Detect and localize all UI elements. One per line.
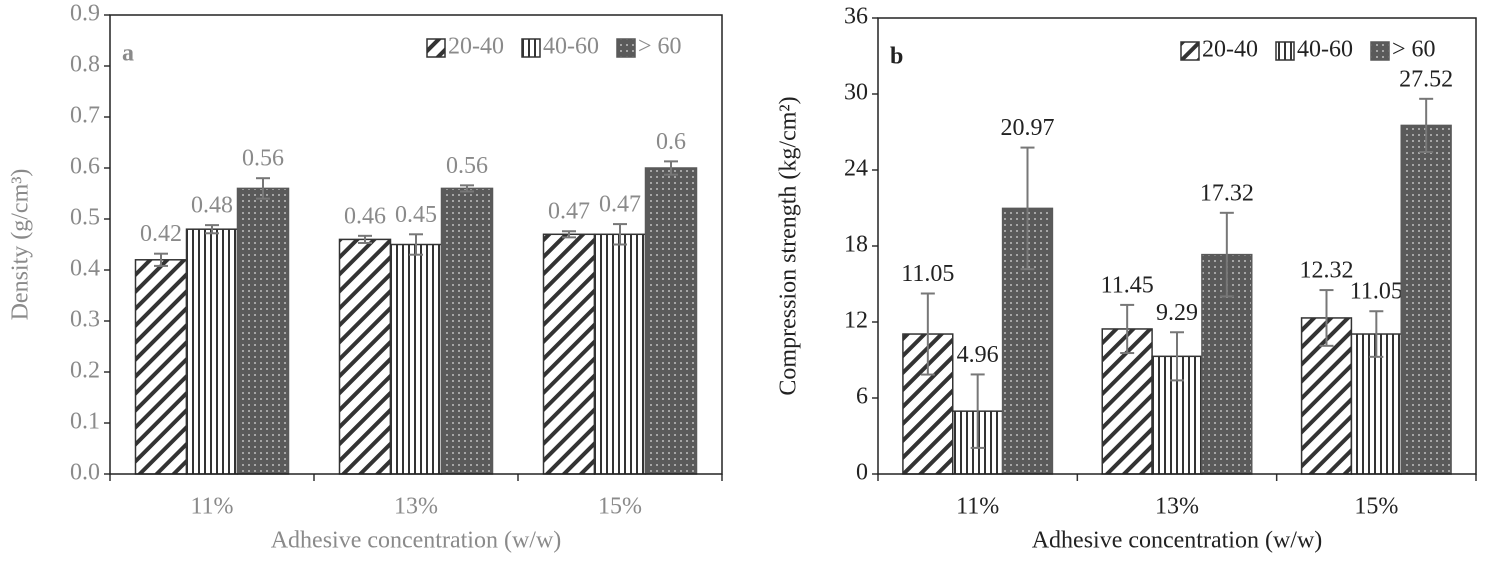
y-tick-label: 0.9 bbox=[70, 1, 100, 27]
legend-swatch bbox=[521, 38, 541, 58]
error-bar bbox=[460, 184, 474, 193]
y-axis-label: Density (g/cm³) bbox=[8, 169, 34, 321]
y-tick-label: 0.0 bbox=[70, 460, 100, 486]
bar bbox=[338, 238, 392, 475]
plot-frame bbox=[109, 14, 723, 475]
legend-label: 40-60 bbox=[1297, 37, 1353, 63]
panel: 0 6 12 18 24 30 36 11% 11.05 4.96 20.97 13% 11.459.2… bbox=[776, 4, 1477, 554]
x-tick-label: 11% bbox=[190, 494, 233, 520]
y-tick-label: 12 bbox=[844, 308, 868, 334]
y-tick-label: 0.2 bbox=[70, 358, 100, 384]
data-label: 11.45 bbox=[1101, 272, 1154, 298]
error-bar bbox=[1170, 331, 1184, 382]
error-bar bbox=[562, 230, 576, 239]
error-bar bbox=[1369, 310, 1384, 358]
bar bbox=[236, 187, 290, 475]
y-tick-label: 0.4 bbox=[70, 256, 100, 282]
legend-swatch bbox=[426, 38, 446, 58]
error-bar bbox=[664, 160, 678, 176]
y-tick-label: 0 bbox=[856, 460, 868, 486]
bar bbox=[1400, 124, 1452, 475]
error-bar bbox=[613, 223, 627, 246]
plot-frame bbox=[877, 17, 1477, 475]
panel-label: a bbox=[122, 41, 134, 67]
data-label: 0.45 bbox=[395, 202, 437, 228]
bar bbox=[389, 243, 443, 475]
error-bar bbox=[1419, 97, 1434, 154]
error-bar bbox=[1120, 303, 1135, 355]
data-label: 0.46 bbox=[344, 203, 386, 229]
error-bar bbox=[358, 234, 372, 244]
data-label: 0.56 bbox=[242, 146, 284, 172]
bar bbox=[542, 233, 596, 475]
y-tick-label: 24 bbox=[844, 156, 868, 182]
x-tick-label: 15% bbox=[1354, 494, 1398, 520]
bar bbox=[440, 187, 494, 475]
y-tick-label: 0.8 bbox=[70, 52, 100, 78]
legend-label: 40-60 bbox=[543, 34, 599, 60]
legend-label: 20-40 bbox=[1202, 37, 1258, 63]
error-bar bbox=[256, 177, 270, 200]
data-label: 9.29 bbox=[1156, 300, 1198, 326]
legend-swatch bbox=[616, 38, 636, 58]
x-axis-label: Adhesive concentration (w/w) bbox=[271, 528, 562, 554]
y-tick-label: 0.5 bbox=[70, 205, 100, 231]
error-bar bbox=[154, 252, 168, 267]
error-bar bbox=[1020, 146, 1035, 271]
y-tick-label: 18 bbox=[844, 232, 868, 258]
y-tick-label: 0.6 bbox=[70, 154, 100, 180]
error-bar bbox=[1219, 211, 1234, 298]
y-tick-label: 0.7 bbox=[70, 103, 100, 129]
bar bbox=[134, 259, 188, 475]
x-tick-label: 11% bbox=[956, 494, 999, 520]
legend-label: 20-40 bbox=[448, 34, 504, 60]
data-label: 4.96 bbox=[957, 342, 999, 368]
data-label: 27.52 bbox=[1399, 66, 1453, 92]
data-label: 20.97 bbox=[1001, 115, 1055, 141]
panel: 0.0 0.1 0.2 0.3 0.4 0.5 0.6 0.7 0.8 0.9 11% 0.42 0.4… bbox=[8, 1, 723, 554]
data-label: 0.48 bbox=[191, 193, 233, 219]
error-bar bbox=[970, 373, 985, 449]
error-bar bbox=[1319, 289, 1334, 347]
y-tick-label: 30 bbox=[844, 80, 868, 106]
bar bbox=[593, 233, 647, 475]
y-tick-label: 0.3 bbox=[70, 307, 100, 333]
y-tick-label: 0.1 bbox=[70, 409, 100, 435]
error-bar bbox=[205, 224, 219, 235]
data-label: 11.05 bbox=[1350, 279, 1403, 305]
data-label: 0.6 bbox=[656, 129, 686, 155]
data-label: 12.32 bbox=[1300, 258, 1354, 284]
error-bar bbox=[920, 292, 935, 376]
y-axis-label: Compression strength (kg/cm²) bbox=[776, 96, 802, 395]
legend-swatch bbox=[1370, 41, 1390, 61]
error-bar bbox=[409, 233, 423, 256]
x-tick-label: 15% bbox=[598, 494, 642, 520]
legend-swatch bbox=[1180, 41, 1200, 61]
bar bbox=[185, 228, 239, 475]
y-tick-label: 6 bbox=[856, 384, 868, 410]
data-label: 0.42 bbox=[140, 221, 182, 247]
x-tick-label: 13% bbox=[1155, 494, 1199, 520]
y-tick-label: 36 bbox=[844, 4, 868, 30]
panel-label: b bbox=[890, 44, 903, 70]
legend-label: > 60 bbox=[1392, 37, 1436, 63]
x-tick-label: 13% bbox=[394, 494, 438, 520]
legend-swatch bbox=[1275, 41, 1295, 61]
data-label: 0.47 bbox=[548, 199, 590, 225]
data-label: 11.05 bbox=[901, 261, 954, 287]
data-label: 17.32 bbox=[1200, 180, 1254, 206]
legend-label: > 60 bbox=[638, 34, 682, 60]
data-label: 0.56 bbox=[446, 153, 488, 179]
bar bbox=[644, 167, 698, 475]
x-axis-label: Adhesive concentration (w/w) bbox=[1032, 528, 1323, 554]
data-label: 0.47 bbox=[599, 192, 641, 218]
